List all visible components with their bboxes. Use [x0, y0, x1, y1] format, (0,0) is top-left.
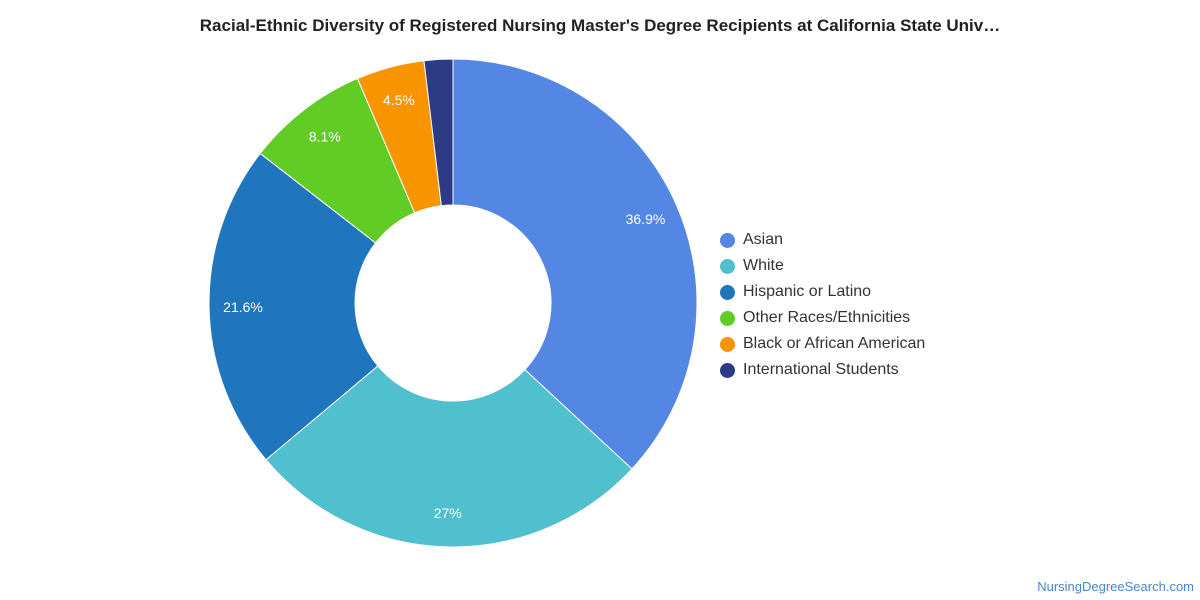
slice-label-hispanic-or-latino: 21.6%	[223, 299, 263, 315]
legend-swatch	[720, 336, 735, 352]
slice-labels: 36.9% 27% 21.6% 8.1% 4.5%	[223, 92, 665, 521]
legend-item-hispanic-or-latino[interactable]: Hispanic or Latino	[720, 279, 925, 305]
donut-slices	[208, 58, 698, 548]
chart-title: Racial-Ethnic Diversity of Registered Nu…	[199, 16, 1001, 35]
legend-item-white[interactable]: White	[720, 253, 925, 279]
slice-label-other-races-ethnicities: 8.1%	[309, 129, 341, 145]
legend-swatch	[720, 258, 735, 274]
legend-item-black-or-african-american[interactable]: Black or African American	[720, 331, 925, 357]
legend-item-other-races-ethnicities[interactable]: Other Races/Ethnicities	[720, 305, 925, 331]
legend-label: Hispanic or Latino	[743, 283, 872, 300]
slice-asian[interactable]	[452, 58, 698, 470]
source-watermark[interactable]: NursingDegreeSearch.com	[1037, 579, 1194, 594]
legend-label: White	[743, 257, 784, 274]
slice-white[interactable]	[265, 365, 633, 548]
slice-label-white: 27%	[434, 505, 462, 521]
legend-label: Asian	[743, 231, 784, 248]
legend-swatch	[720, 232, 735, 248]
legend-item-international-students[interactable]: International Students	[720, 357, 925, 383]
slice-label-black-or-african-american: 4.5%	[383, 92, 415, 108]
slice-label-asian: 36.9%	[626, 211, 666, 227]
legend-item-asian[interactable]: Asian	[720, 227, 925, 253]
legend-swatch	[720, 284, 735, 300]
legend-swatch	[720, 362, 735, 378]
legend-label: International Students	[743, 361, 899, 378]
legend-label: Other Races/Ethnicities	[743, 309, 911, 326]
legend-label: Black or African American	[743, 335, 926, 352]
legend-swatch	[720, 310, 735, 326]
slice-hispanic-or-latino[interactable]	[208, 152, 379, 461]
chart-legend: Asian White Hispanic or Latino Other Races/…	[720, 227, 925, 383]
slice-international-students[interactable]	[423, 58, 454, 207]
